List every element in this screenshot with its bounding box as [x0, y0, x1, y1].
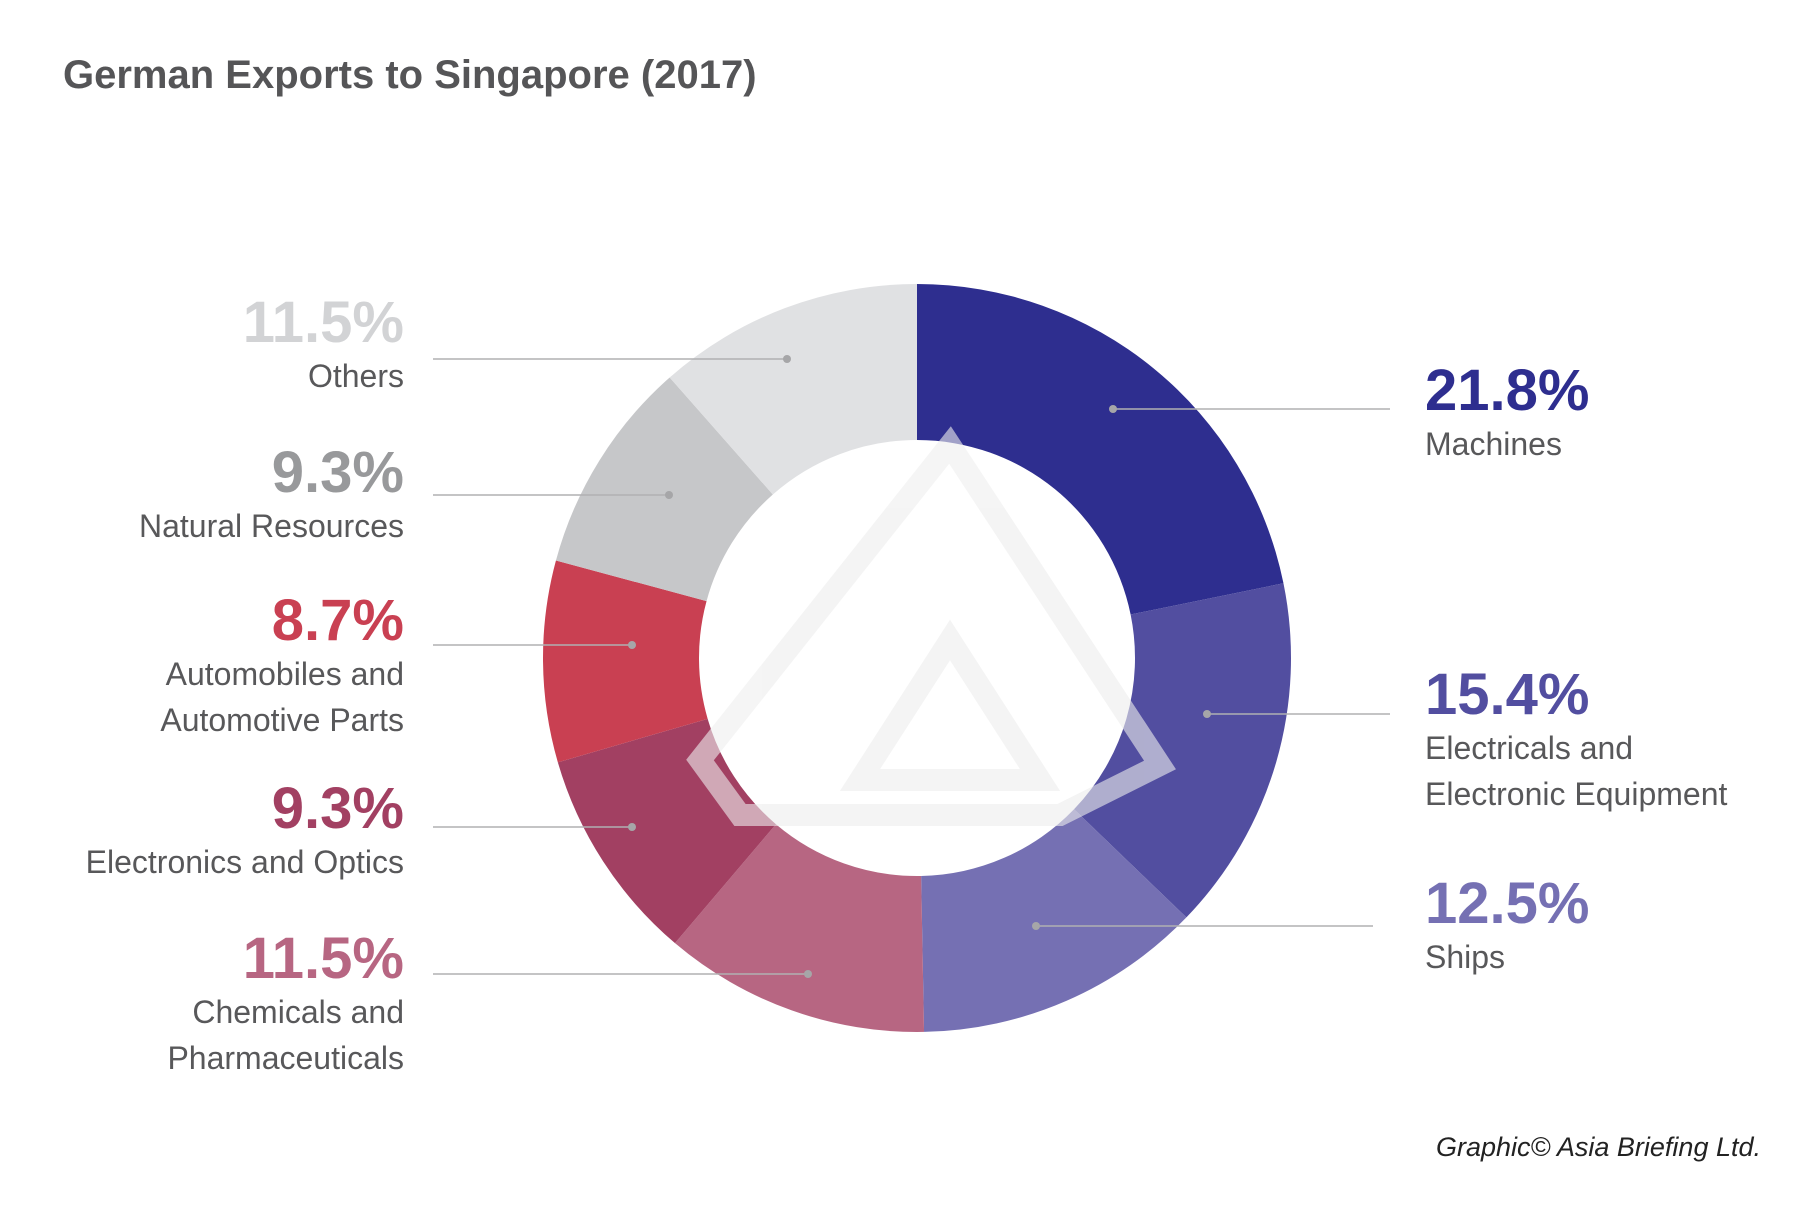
leader-dot [1203, 710, 1211, 718]
data-label-value: 21.8% [1425, 358, 1589, 423]
data-label-value: 11.5% [243, 926, 404, 991]
data-label-value: 9.3% [272, 440, 404, 505]
leader-dot [804, 970, 812, 978]
data-label-category: Automobiles and [166, 656, 404, 692]
data-label-value: 9.3% [272, 776, 404, 841]
slice-chemicals-and-pharmaceuticals [675, 824, 925, 1032]
slice-machines [917, 284, 1284, 615]
data-label-category: Natural Resources [139, 508, 404, 544]
data-label-category: Electronic Equipment [1425, 776, 1727, 812]
data-label-category: Automotive Parts [160, 702, 404, 738]
data-label-value: 12.5% [1425, 871, 1589, 936]
label-group: 9.3%Electronics and Optics [86, 776, 636, 880]
data-label-category: Others [308, 358, 404, 394]
label-group: 15.4%Electricals and Electronic Equipment [1203, 662, 1727, 812]
data-label-value: 11.5% [243, 290, 404, 355]
data-label-category: Chemicals and [192, 994, 404, 1030]
data-label-value: 15.4% [1425, 662, 1589, 727]
leader-dot [1032, 922, 1040, 930]
label-group: 11.5%Chemicals and Pharmaceuticals [167, 926, 812, 1076]
data-label-category: Ships [1425, 939, 1505, 975]
data-label-category: Pharmaceuticals [167, 1040, 404, 1076]
label-group: 9.3%Natural Resources [139, 440, 673, 544]
donut-slices [543, 284, 1291, 1032]
leader-dot [665, 491, 673, 499]
label-group: 21.8%Machines [1109, 358, 1589, 462]
leader-dot [783, 355, 791, 363]
slice-others [669, 284, 917, 495]
leader-dot [628, 823, 636, 831]
slice-natural-resources [555, 377, 773, 602]
label-group: 12.5%Ships [1032, 871, 1589, 975]
data-label-category: Electricals and [1425, 730, 1633, 766]
slice-electricals-and-electronic-equipment [1074, 583, 1291, 918]
slice-automobiles-and-automotive-parts [543, 560, 708, 763]
slice-ships [921, 809, 1187, 1032]
credit-footer: Graphic© Asia Briefing Ltd. [1436, 1132, 1761, 1162]
leader-dot [628, 641, 636, 649]
data-label-category: Electronics and Optics [86, 844, 404, 880]
leader-dot [1109, 405, 1117, 413]
slice-labels: 21.8%Machines 15.4%Electricals and Electro… [86, 290, 1728, 1076]
data-label-value: 8.7% [272, 588, 404, 653]
label-group: 8.7%Automobiles and Automotive Parts [160, 588, 636, 738]
watermark-logo-icon [686, 426, 1176, 826]
chart-title: German Exports to Singapore (2017) [63, 53, 757, 97]
label-group: 11.5%Others [243, 290, 791, 394]
data-label-category: Machines [1425, 426, 1562, 462]
